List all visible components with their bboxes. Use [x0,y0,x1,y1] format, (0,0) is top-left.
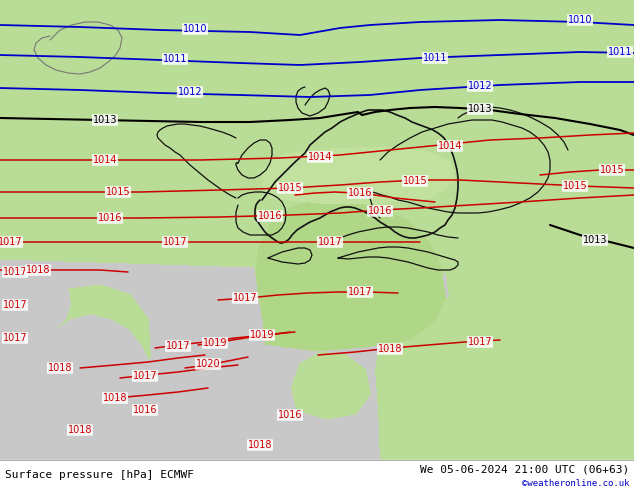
Text: 1014: 1014 [93,155,117,165]
Text: 1017: 1017 [3,300,27,310]
Text: 1017: 1017 [133,371,157,381]
Text: 1019: 1019 [203,338,227,348]
Text: Surface pressure [hPa] ECMWF: Surface pressure [hPa] ECMWF [5,470,194,480]
Text: 1017: 1017 [468,337,493,347]
Text: 1013: 1013 [468,104,492,114]
Text: 1010: 1010 [568,15,592,25]
Text: 1013: 1013 [93,115,117,125]
Text: 1017: 1017 [318,237,342,247]
Text: 1016: 1016 [278,410,302,420]
Text: ©weatheronline.co.uk: ©weatheronline.co.uk [522,479,629,488]
Text: 1010: 1010 [183,24,207,34]
Text: We 05-06-2024 21:00 UTC (06+63): We 05-06-2024 21:00 UTC (06+63) [420,465,629,475]
Text: 1017: 1017 [165,341,190,351]
Text: 1018: 1018 [26,265,50,275]
Text: 1011: 1011 [608,47,632,57]
Text: 1018: 1018 [68,425,93,435]
Text: 1015: 1015 [600,165,624,175]
Text: 1012: 1012 [468,81,493,91]
Text: 1017: 1017 [163,237,187,247]
Text: 1019: 1019 [250,330,275,340]
Text: 1014: 1014 [307,152,332,162]
Text: 1016: 1016 [368,206,392,216]
Text: 1016: 1016 [133,405,157,415]
Text: 1012: 1012 [178,87,202,97]
Text: 1011: 1011 [163,54,187,64]
Text: 1016: 1016 [258,211,282,221]
Text: 1017: 1017 [3,333,27,343]
Text: 1015: 1015 [563,181,587,191]
Text: 1018: 1018 [378,344,402,354]
Text: 1011: 1011 [423,53,447,63]
Text: 1013: 1013 [583,235,607,245]
Text: 1017: 1017 [233,293,257,303]
Text: 1015: 1015 [403,176,427,186]
Text: 1017: 1017 [0,237,22,247]
Text: 1015: 1015 [278,183,302,193]
Text: 1018: 1018 [48,363,72,373]
Text: 1014: 1014 [437,141,462,151]
Text: 1016: 1016 [348,188,372,198]
Text: 1018: 1018 [103,393,127,403]
Text: 1020: 1020 [196,359,220,369]
Text: 1018: 1018 [248,440,272,450]
Polygon shape [0,460,634,490]
Text: 1017: 1017 [3,267,27,277]
Text: 1016: 1016 [98,213,122,223]
Text: 1017: 1017 [347,287,372,297]
Text: 1015: 1015 [106,187,131,197]
